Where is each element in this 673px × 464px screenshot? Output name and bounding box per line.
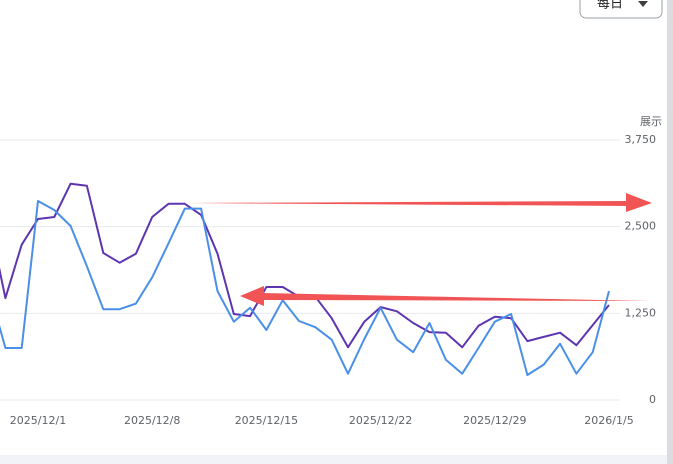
scrollbar xyxy=(667,0,673,464)
y-axis-label: 展示 xyxy=(640,115,662,128)
x-tick-label: 2025/12/8 xyxy=(124,414,180,427)
x-tick-label: 2025/12/22 xyxy=(349,414,412,427)
y-tick-label: 3,750 xyxy=(625,133,657,146)
dropdown-caret xyxy=(638,1,648,7)
dropdown[interactable]: 每日 xyxy=(579,0,663,19)
arrow-shaft xyxy=(185,201,628,206)
series-line xyxy=(0,200,610,376)
footer-band xyxy=(0,455,667,464)
arrow-head xyxy=(626,193,652,212)
x-tick-label: 2025/12/29 xyxy=(463,414,526,427)
x-tick-label: 2025/12/1 xyxy=(10,414,66,427)
dropdown-label[interactable]: 每日 xyxy=(597,0,623,12)
y-tick-label: 0 xyxy=(649,393,656,406)
x-tick-label: 2025/12/15 xyxy=(235,414,298,427)
x-tick-label: 2026/1/5 xyxy=(584,414,633,427)
arrow-head xyxy=(240,286,264,306)
arrow-shaft xyxy=(262,293,650,301)
y-tick-label: 1,250 xyxy=(625,306,657,319)
y-tick-label: 2,500 xyxy=(625,220,657,233)
annotation-arrows xyxy=(185,193,652,306)
